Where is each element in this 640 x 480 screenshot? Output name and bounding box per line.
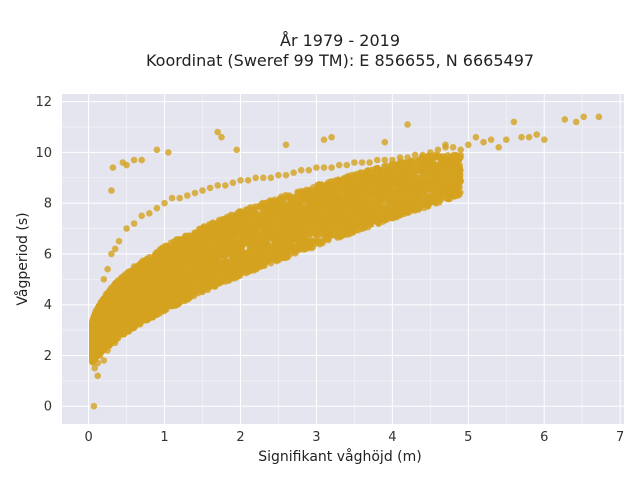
cloud-point [219, 276, 226, 283]
chart-subtitle: Koordinat (Sweref 99 TM): E 856655, N 66… [146, 51, 534, 70]
chart-title: År 1979 - 2019 [280, 31, 400, 50]
cloud-point [299, 224, 307, 232]
cloud-point [413, 163, 421, 170]
cloud-point [387, 200, 394, 207]
cloud-point [302, 204, 310, 212]
